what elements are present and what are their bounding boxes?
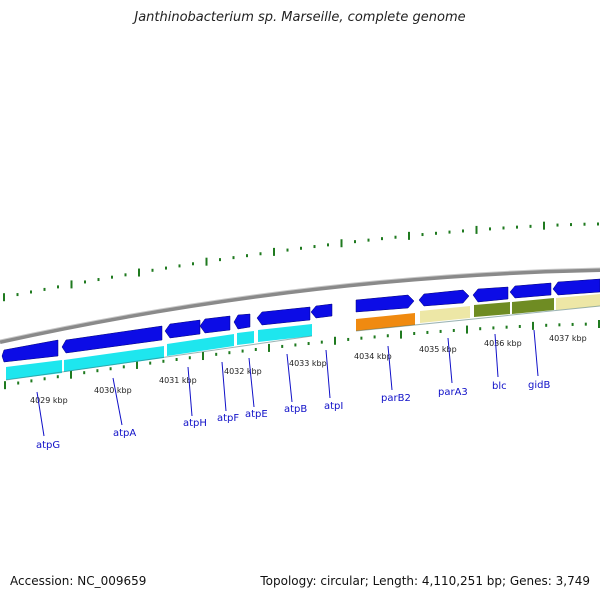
gene-label: gidB bbox=[528, 380, 550, 391]
gene-block-cyan bbox=[64, 346, 164, 372]
gene-row bbox=[5, 294, 600, 381]
cds-arrow bbox=[233, 313, 251, 330]
kbp-tick-label: 4029 kbp bbox=[30, 396, 68, 405]
gene-callout-lines bbox=[36, 329, 539, 437]
gene-label: atpA bbox=[113, 428, 136, 439]
cds-arrow bbox=[199, 315, 231, 334]
gene-block-olive bbox=[474, 302, 510, 317]
cds-arrow bbox=[509, 282, 552, 299]
cds-arrow bbox=[61, 325, 163, 354]
gene-block-khaki bbox=[556, 294, 600, 310]
gene-block-cyan bbox=[258, 324, 312, 342]
cds-arrow bbox=[472, 286, 509, 303]
genome-backbone bbox=[0, 268, 600, 344]
gene-label: atpF bbox=[217, 413, 239, 424]
callout-line bbox=[187, 366, 193, 417]
gene-block-cyan bbox=[237, 331, 254, 345]
kbp-tick-label: 4035 kbp bbox=[419, 345, 457, 354]
kbp-tick-label: 4032 kbp bbox=[224, 367, 262, 376]
kbp-tick-label: 4030 kbp bbox=[94, 386, 132, 395]
gene-label: atpI bbox=[324, 401, 343, 412]
callout-line bbox=[447, 337, 453, 384]
gene-block-cyan bbox=[6, 360, 62, 380]
accession-text: Accession: NC_009659 bbox=[10, 574, 147, 588]
gene-label-group: atpG atpA atpH atpF atpE atpB atpI parB2… bbox=[36, 380, 550, 451]
gene-block-khaki bbox=[420, 306, 470, 323]
cds-arrow bbox=[1, 339, 59, 363]
gene-label: atpB bbox=[284, 404, 307, 415]
cds-arrow bbox=[310, 303, 333, 319]
gene-label: atpG bbox=[36, 440, 60, 451]
kbp-tick-label: 4031 kbp bbox=[159, 376, 197, 385]
outer-tick-row bbox=[3, 221, 599, 302]
kbp-label-group: 4029 kbp 4030 kbp 4031 kbp 4032 kbp 4033… bbox=[30, 334, 587, 405]
callout-line bbox=[325, 349, 331, 399]
cds-arrow bbox=[418, 289, 470, 307]
gene-block-olive bbox=[512, 298, 554, 314]
callout-line bbox=[387, 345, 393, 391]
genome-backbone-highlight bbox=[0, 267, 600, 341]
gene-label: blc bbox=[492, 381, 507, 392]
genome-stats-text: Topology: circular; Length: 4,110,251 bp… bbox=[260, 574, 590, 588]
callout-line bbox=[248, 357, 255, 408]
gene-label: parB2 bbox=[381, 393, 411, 404]
gene-label: atpH bbox=[183, 418, 207, 429]
cds-arrow bbox=[552, 278, 600, 296]
kbp-tick-label: 4037 kbp bbox=[549, 334, 587, 343]
cds-arrow bbox=[164, 319, 201, 339]
gene-block-cyan bbox=[167, 334, 234, 356]
callout-line bbox=[221, 361, 227, 412]
gene-row-shadow bbox=[5, 305, 600, 381]
cds-row bbox=[1, 278, 600, 363]
map-title: Janthinobacterium sp. Marseille, complet… bbox=[134, 10, 466, 25]
kbp-tick-label: 4034 kbp bbox=[354, 352, 392, 361]
callout-line bbox=[494, 333, 499, 378]
callout-line bbox=[112, 377, 123, 426]
callout-line bbox=[533, 329, 539, 377]
callout-line bbox=[286, 353, 293, 403]
kbp-tick-label: 4033 kbp bbox=[289, 359, 327, 368]
cds-arrow bbox=[256, 306, 311, 326]
cds-arrow bbox=[355, 294, 415, 313]
gene-label: atpE bbox=[245, 409, 268, 420]
gene-label: parA3 bbox=[438, 387, 468, 398]
kbp-tick-label: 4036 kbp bbox=[484, 339, 522, 348]
inner-tick-row bbox=[4, 320, 600, 390]
callout-line bbox=[36, 391, 45, 437]
